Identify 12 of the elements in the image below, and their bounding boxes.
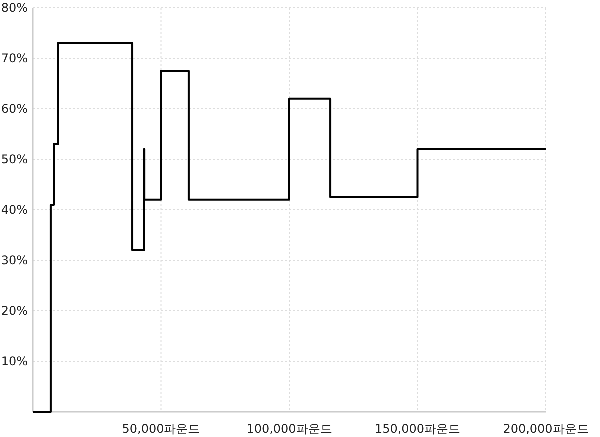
y-tick-label: 50% <box>1 152 28 166</box>
x-tick-label: 150,000파운드 <box>374 422 461 436</box>
y-tick-label: 70% <box>1 52 28 66</box>
y-tick-label: 40% <box>1 203 28 217</box>
x-tick-label: 200,000파운드 <box>503 422 589 436</box>
y-tick-label: 20% <box>1 304 28 318</box>
x-tick-label: 50,000파운드 <box>122 422 200 436</box>
y-tick-label: 30% <box>1 254 28 268</box>
x-tick-label: 100,000파운드 <box>246 422 332 436</box>
y-tick-label: 80% <box>1 1 28 15</box>
y-tick-label: 60% <box>1 102 28 116</box>
y-tick-label: 10% <box>1 354 28 368</box>
